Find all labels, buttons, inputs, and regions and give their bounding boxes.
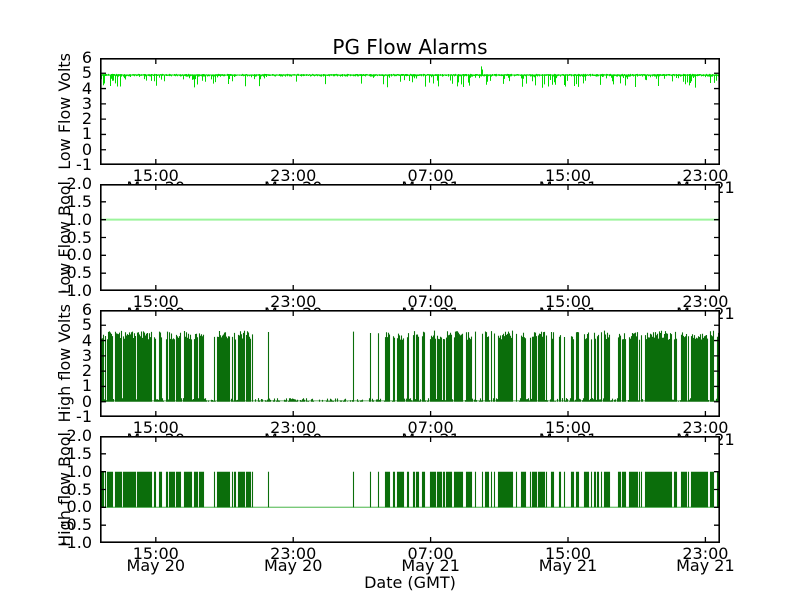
x-tick-time-label: 07:00 xyxy=(407,292,454,311)
tick-marks xyxy=(101,310,719,417)
x-tick-time-label: 23:00 xyxy=(270,418,317,437)
x-tick-time-label: 23:00 xyxy=(682,292,729,311)
y-tick-label: 0.0 xyxy=(66,497,92,517)
y-tick-label: -0.5 xyxy=(60,263,92,283)
tick-marks xyxy=(101,184,719,291)
x-tick-time-label: 23:00 xyxy=(270,292,317,311)
y-tick-label: 2.0 xyxy=(66,426,92,445)
x-tick-time-label: 07:00 xyxy=(407,544,454,563)
tick-marks xyxy=(101,436,719,543)
x-tick-time-label: 15:00 xyxy=(132,166,179,185)
x-tick-time-label: 15:00 xyxy=(132,292,179,311)
x-tick-time-label: 23:00 xyxy=(682,166,729,185)
y-tick-label: 6 xyxy=(81,300,92,319)
x-axis-label: Date (GMT) xyxy=(364,573,456,592)
x-tick-time-label: 23:00 xyxy=(682,544,729,563)
plot-area-high-flow-bool xyxy=(100,436,720,543)
plot-area-high-flow-volts xyxy=(100,310,720,417)
y-tick-label: 0 xyxy=(81,391,92,411)
y-tick-label: 3 xyxy=(81,345,92,365)
y-tick-label: 3 xyxy=(81,93,92,113)
x-tick-date-row-4: May 20 May 20 May 21 May 21 May 21 xyxy=(0,556,800,575)
x-tick-date-label: May 20 xyxy=(126,556,186,575)
y-tick-label: 2 xyxy=(81,109,92,129)
x-tick-time-label: 15:00 xyxy=(544,418,592,437)
tick-marks xyxy=(101,58,719,165)
x-tick-date-label: May 20 xyxy=(263,556,323,575)
y-tick-label: 0.5 xyxy=(66,227,92,247)
axes-spines xyxy=(100,436,720,543)
y-tick-label: 6 xyxy=(81,48,92,67)
y-tick-label: -1.0 xyxy=(60,281,92,300)
x-tick-time-label: 15:00 xyxy=(132,544,179,563)
plot-area-low-flow-bool xyxy=(100,184,720,291)
y-tick-label: -1 xyxy=(76,155,92,174)
y-tick-label: 1.0 xyxy=(66,209,92,229)
x-tick-time-label: 23:00 xyxy=(270,544,317,563)
y-tick-label: 2.0 xyxy=(66,174,92,193)
y-tick-label: -1.0 xyxy=(60,533,92,552)
axes-spines xyxy=(100,310,720,417)
x-tick-time-row-3: 15:00 23:00 07:00 15:00 23:00 xyxy=(0,418,800,437)
y-tick-label: -1 xyxy=(76,407,92,426)
x-tick-time-row-1: 15:00 23:00 07:00 15:00 23:00 xyxy=(0,166,800,185)
y-tick-label: 1.5 xyxy=(66,191,92,211)
x-tick-time-label: 15:00 xyxy=(544,166,592,185)
y-tick-label: 0.0 xyxy=(66,245,92,265)
x-tick-time-label: 23:00 xyxy=(270,166,317,185)
x-tick-date-label: May 21 xyxy=(676,556,735,575)
series-high-flow-volts xyxy=(100,330,720,402)
x-tick-time-row-4: 15:00 23:00 07:00 15:00 23:00 xyxy=(0,544,800,563)
y-tick-label: 0 xyxy=(81,139,92,159)
x-tick-time-label: 23:00 xyxy=(682,418,729,437)
y-tick-label: 4 xyxy=(81,330,92,350)
y-tick-label: -0.5 xyxy=(60,515,92,535)
y-tick-label: 4 xyxy=(81,78,92,98)
y-tick-label: 5 xyxy=(81,315,92,335)
chart-title: PG Flow Alarms xyxy=(332,35,488,59)
y-tick-label: 0.5 xyxy=(66,479,92,499)
y-tick-label: 2 xyxy=(81,361,92,381)
y-tick-label: 1.0 xyxy=(66,461,92,481)
axes-spines xyxy=(100,58,720,165)
x-tick-date-label: May 21 xyxy=(401,556,460,575)
y-tick-label: 5 xyxy=(81,63,92,83)
y-tick-label: 1 xyxy=(81,376,92,396)
series-high-flow-bool xyxy=(100,471,720,508)
x-tick-time-label: 07:00 xyxy=(407,418,454,437)
x-tick-time-label: 15:00 xyxy=(544,544,592,563)
axes-spines xyxy=(100,184,720,291)
plot-area-low-flow-volts xyxy=(100,58,720,165)
series-low-flow-volts xyxy=(100,66,720,88)
x-tick-time-label: 15:00 xyxy=(544,292,592,311)
y-tick-label: 1.5 xyxy=(66,443,92,463)
y-tick-label: 1 xyxy=(81,124,92,144)
x-tick-date-label: May 21 xyxy=(538,556,598,575)
x-tick-time-row-2: 15:00 23:00 07:00 15:00 23:00 xyxy=(0,292,800,311)
x-tick-time-label: 07:00 xyxy=(407,166,454,185)
x-tick-time-label: 15:00 xyxy=(132,418,179,437)
